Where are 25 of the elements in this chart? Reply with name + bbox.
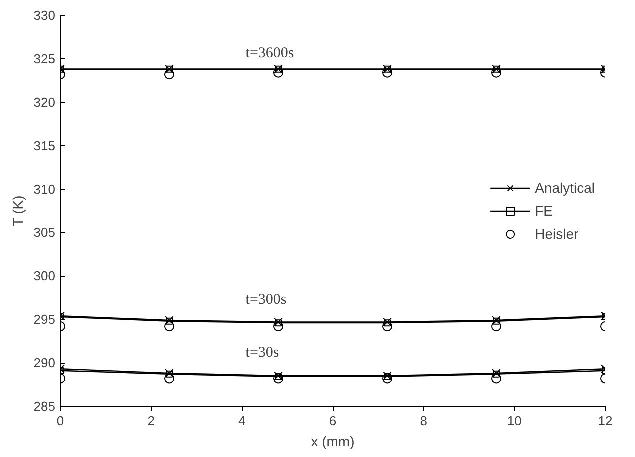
x-tick-label: 12: [598, 414, 613, 428]
x-tick-label: 8: [420, 414, 428, 428]
y-tick-label: 315: [34, 138, 56, 154]
annotation: t=30s: [246, 345, 280, 362]
y-tick-label: 290: [34, 356, 56, 371]
y-tick-label: 285: [34, 399, 56, 414]
x-tick-label: 10: [507, 414, 522, 428]
x-tick-label: 0: [56, 414, 64, 428]
legend-label: Analytical: [535, 180, 595, 196]
x-tick-label: 2: [148, 414, 155, 428]
y-tick-label: 300: [34, 268, 56, 284]
annotation: t=3600s: [246, 45, 294, 62]
y-tick-label: 295: [34, 312, 56, 328]
y-tick-label: 320: [34, 94, 56, 110]
legend-label: FE: [535, 202, 554, 218]
y-tick-label: 305: [34, 225, 56, 240]
x-tick-label: 6: [329, 414, 337, 428]
x-tick-label: 4: [238, 414, 246, 428]
y-axis-title: T (K): [10, 196, 26, 227]
annotation: t=300s: [246, 292, 287, 308]
y-tick-label: 310: [34, 182, 56, 197]
x-axis-title: x (mm): [311, 434, 355, 450]
y-tick-label: 330: [34, 8, 56, 23]
y-tick-label: 325: [34, 51, 56, 66]
legend-label: Heisler: [535, 226, 579, 242]
